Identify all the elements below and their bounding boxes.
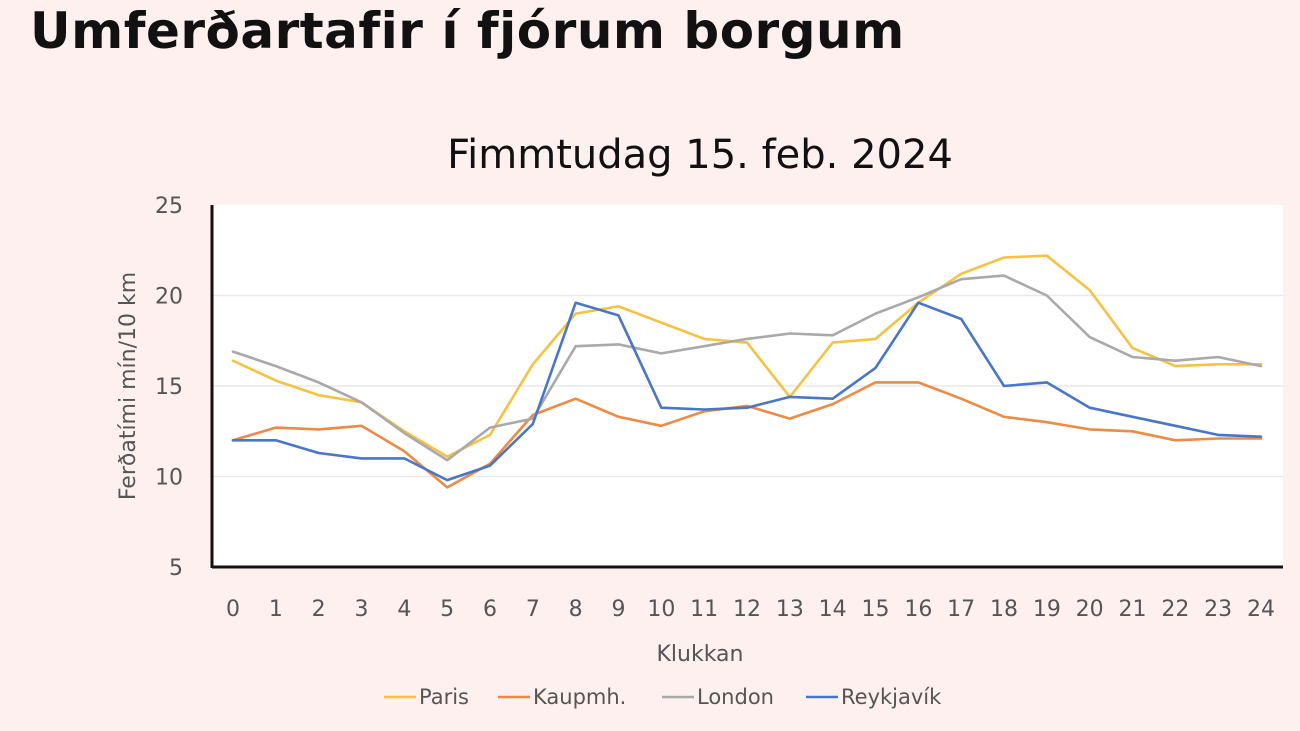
legend-label: Paris [419,685,469,709]
chart-title: Fimmtudag 15. feb. 2024 [447,132,953,178]
x-tick-label: 5 [440,597,454,622]
y-tick-label: 20 [155,285,183,310]
x-tick-label: 16 [904,597,932,622]
y-tick-label: 10 [155,466,183,491]
legend-label: Kaupmh. [533,685,626,709]
series-line-reykjav-k [231,301,1263,482]
x-tick-label: 8 [569,597,583,622]
page-title: Umferðartafir í fjórum borgum [30,2,905,60]
series-line-london [231,274,1263,462]
x-tick-label: 17 [947,597,975,622]
y-axis-label: Ferðatími mín/10 km [116,272,141,500]
y-tick-label: 5 [169,556,183,581]
series-line-kaupmh [231,381,1263,489]
x-tick-label: 3 [355,597,369,622]
legend-label: Reykjavík [841,685,942,709]
y-tick-label: 25 [155,194,183,219]
x-tick-label: 18 [990,597,1018,622]
x-tick-label: 11 [690,597,718,622]
x-tick-label: 19 [1033,597,1061,622]
x-tick-label: 1 [269,597,283,622]
x-tick-label: 20 [1076,597,1104,622]
x-tick-label: 12 [733,597,761,622]
x-tick-label: 0 [226,597,240,622]
x-tick-label: 10 [647,597,675,622]
x-tick-label: 23 [1204,597,1232,622]
x-tick-label: 4 [397,597,411,622]
x-tick-label: 15 [862,597,890,622]
x-tick-label: 24 [1247,597,1275,622]
x-axis-label: Klukkan [656,642,743,667]
legend-label: London [697,685,774,709]
x-tick-label: 21 [1119,597,1147,622]
x-tick-label: 14 [819,597,847,622]
series-line-paris [231,254,1263,458]
x-tick-label: 7 [526,597,540,622]
x-tick-label: 6 [483,597,497,622]
y-tick-label: 15 [155,375,183,400]
x-tick-label: 13 [776,597,804,622]
x-tick-label: 22 [1161,597,1189,622]
x-tick-label: 9 [612,597,626,622]
x-tick-label: 2 [312,597,326,622]
legend: Paris Kaupmh. London Reykjavík [384,685,942,709]
